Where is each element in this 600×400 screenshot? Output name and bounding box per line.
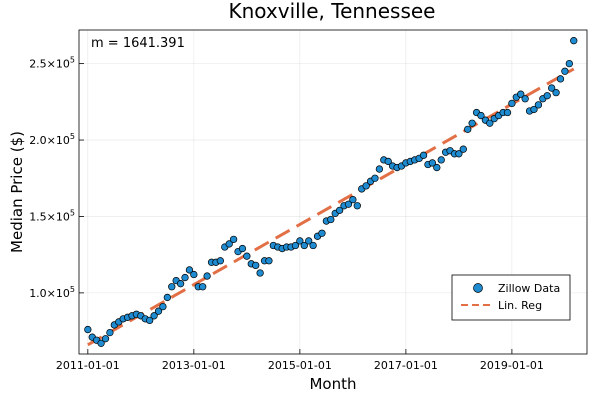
data-point: [291, 241, 300, 250]
data-point: [305, 237, 313, 245]
data-point: [176, 280, 185, 288]
data-point: [570, 37, 578, 45]
x-tick-label: 2013-01-01: [162, 359, 226, 372]
y-tick-mantissa: 1.0×10: [29, 287, 70, 300]
data-point: [154, 307, 163, 315]
data-point: [459, 145, 467, 153]
y-tick-mantissa: 1.5×10: [29, 210, 70, 223]
data-point: [146, 316, 154, 325]
regression-line: [87, 67, 575, 347]
data-point: [243, 252, 251, 260]
scatter-points: [84, 37, 578, 347]
data-point: [508, 99, 516, 108]
x-ticks: 2011-01-01 2013-01-01 2015-01-01 2017-01-01…: [56, 349, 544, 372]
data-point: [216, 257, 225, 265]
data-point: [335, 206, 344, 214]
data-point: [252, 261, 260, 270]
data-point: [238, 244, 247, 253]
y-tick-mantissa: 2.5×10: [29, 58, 70, 71]
y-tick-exponent: 5: [70, 285, 75, 294]
data-point: [521, 95, 529, 103]
data-point: [419, 151, 428, 159]
data-point: [486, 119, 494, 127]
data-point: [84, 325, 92, 334]
x-axis-label: Month: [309, 375, 356, 393]
data-point: [101, 335, 110, 343]
data-point: [106, 328, 114, 337]
data-point: [185, 266, 194, 274]
data-point: [163, 293, 171, 302]
data-point: [543, 92, 551, 100]
data-point: [225, 240, 233, 248]
data-point: [199, 283, 207, 291]
y-tick-exponent: 5: [70, 56, 75, 65]
data-point: [349, 195, 357, 204]
plot-frame: [78, 29, 588, 355]
data-point: [256, 269, 264, 277]
legend-label-zillow: Zillow Data: [498, 282, 560, 295]
data-point: [375, 165, 384, 173]
y-tick-label: 2.5×105: [29, 56, 75, 71]
regression-layer: [87, 67, 575, 347]
y-tick-exponent: 5: [70, 132, 75, 141]
data-point: [353, 202, 361, 210]
data-point: [455, 150, 463, 158]
data-point: [229, 235, 238, 244]
y-tick-exponent: 5: [70, 208, 75, 217]
y-tick-mantissa: 2.0×10: [29, 134, 70, 147]
data-point: [97, 339, 105, 347]
data-point: [309, 241, 317, 250]
data-point: [534, 101, 543, 109]
data-point: [150, 312, 158, 320]
y-axis-label: Median Price ($): [8, 131, 26, 253]
data-point: [181, 273, 189, 282]
data-point: [190, 270, 198, 279]
data-point: [362, 182, 370, 190]
x-tick-label: 2019-01-01: [480, 359, 544, 372]
legend-box: [451, 274, 571, 321]
data-point: [561, 67, 569, 75]
data-point: [437, 156, 445, 164]
data-point: [168, 283, 176, 291]
grid: [79, 30, 587, 354]
y-tick-label: 1.5×105: [29, 208, 75, 223]
data-point: [565, 59, 573, 68]
data-point: [384, 157, 392, 166]
data-point: [371, 174, 379, 182]
data-point: [517, 90, 525, 98]
data-point: [433, 163, 441, 172]
data-point: [327, 215, 335, 224]
x-tick-label: 2017-01-01: [374, 359, 438, 372]
slope-annotation: m = 1641.391: [91, 36, 185, 51]
x-tick-label: 2015-01-01: [268, 359, 332, 372]
data-point: [468, 119, 476, 127]
data-point: [296, 237, 304, 245]
data-point: [344, 200, 353, 208]
data-point: [503, 108, 512, 117]
legend: Zillow Data Lin. Reg: [451, 274, 571, 321]
data-point: [552, 89, 560, 97]
legend-label-linreg: Lin. Reg: [498, 299, 542, 312]
data-point: [300, 241, 308, 250]
data-point: [530, 105, 538, 114]
data-point: [265, 257, 273, 265]
data-point: [477, 111, 485, 120]
data-point: [548, 84, 556, 92]
chart-title: Knoxville, Tennessee: [228, 0, 435, 23]
data-point: [428, 159, 437, 167]
x-tick-label: 2011-01-01: [56, 359, 120, 372]
data-point: [159, 302, 167, 311]
y-tick-label: 2.0×105: [29, 132, 75, 147]
data-point: [203, 272, 211, 280]
data-point: [318, 229, 326, 237]
data-point: [556, 75, 565, 83]
y-tick-label: 1.0×105: [29, 285, 75, 300]
data-point: [464, 125, 472, 133]
legend-marker-zillow: [473, 283, 483, 293]
